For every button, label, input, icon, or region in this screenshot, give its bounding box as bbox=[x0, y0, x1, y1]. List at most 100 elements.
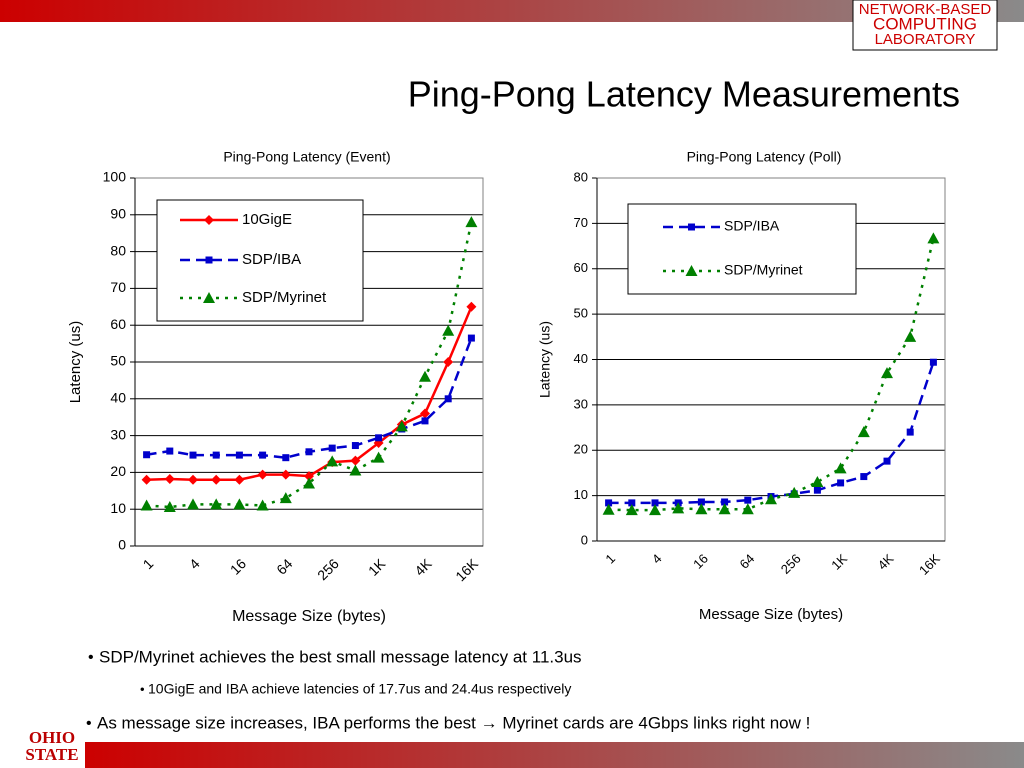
bottom-bar bbox=[85, 742, 1024, 768]
marker bbox=[906, 428, 914, 436]
marker bbox=[256, 499, 269, 511]
marker bbox=[375, 434, 383, 442]
marker bbox=[419, 370, 431, 382]
legend-label: 10GigE bbox=[242, 211, 292, 228]
y-tick-label: 70 bbox=[110, 279, 126, 295]
marker bbox=[212, 451, 220, 459]
marker bbox=[628, 499, 636, 507]
marker bbox=[349, 464, 362, 476]
legend-label: SDP/Myrinet bbox=[724, 262, 803, 278]
y-tick-label: 0 bbox=[118, 537, 126, 553]
marker bbox=[210, 498, 223, 510]
x-tick-label: 16K bbox=[916, 551, 943, 578]
legend-marker bbox=[685, 265, 698, 276]
marker bbox=[744, 496, 752, 504]
marker bbox=[234, 474, 245, 485]
logo-text: LABORATORY bbox=[875, 31, 976, 48]
marker bbox=[188, 474, 198, 485]
y-tick-label: 10 bbox=[110, 500, 126, 516]
marker bbox=[467, 334, 475, 342]
marker bbox=[651, 499, 659, 507]
marker bbox=[395, 420, 408, 432]
marker bbox=[834, 462, 847, 474]
marker bbox=[718, 503, 731, 515]
marker bbox=[605, 499, 613, 507]
marker bbox=[303, 477, 315, 489]
x-tick-label: 1 bbox=[602, 551, 618, 567]
marker bbox=[741, 503, 754, 515]
marker bbox=[860, 473, 868, 481]
marker bbox=[166, 447, 174, 455]
x-tick-label: 256 bbox=[778, 551, 804, 577]
marker bbox=[904, 330, 917, 342]
series-line bbox=[146, 221, 473, 509]
y-tick-label: 50 bbox=[110, 353, 126, 369]
legend-marker bbox=[203, 292, 215, 303]
y-tick-label: 80 bbox=[110, 242, 126, 258]
marker bbox=[788, 486, 801, 498]
marker bbox=[372, 451, 385, 463]
y-axis-label: Latency (us) bbox=[67, 321, 84, 404]
marker bbox=[351, 442, 359, 450]
marker bbox=[721, 498, 729, 506]
y-tick-label: 0 bbox=[581, 532, 588, 547]
marker bbox=[280, 469, 291, 480]
y-tick-label: 60 bbox=[574, 260, 588, 275]
series-line bbox=[608, 361, 935, 505]
legend-marker bbox=[205, 256, 213, 264]
top-bar bbox=[0, 0, 1024, 22]
marker bbox=[257, 469, 268, 480]
x-tick-label: 16 bbox=[690, 551, 711, 572]
x-tick-label: 1K bbox=[365, 555, 389, 579]
marker bbox=[881, 367, 893, 379]
bullet-dot: • bbox=[140, 681, 145, 696]
marker bbox=[164, 474, 175, 485]
marker bbox=[235, 451, 243, 459]
marker bbox=[695, 503, 708, 515]
y-tick-label: 90 bbox=[110, 206, 126, 222]
marker bbox=[765, 493, 777, 505]
marker bbox=[837, 479, 845, 487]
y-tick-label: 40 bbox=[110, 390, 126, 406]
x-tick-label: 16 bbox=[227, 555, 249, 577]
marker bbox=[163, 500, 176, 512]
marker bbox=[466, 301, 477, 312]
y-tick-label: 100 bbox=[103, 169, 127, 185]
legend-marker bbox=[688, 223, 695, 231]
bullet-dot: • bbox=[86, 715, 92, 732]
bullet: SDP/Myrinet achieves the best small mess… bbox=[99, 647, 582, 666]
marker bbox=[625, 504, 638, 516]
footer-logo: OHIO bbox=[29, 728, 75, 747]
x-tick-label: 4K bbox=[875, 551, 897, 573]
y-tick-label: 30 bbox=[110, 426, 126, 442]
legend-label: SDP/IBA bbox=[724, 218, 780, 234]
bullet: As message size increases, IBA performs … bbox=[97, 713, 810, 732]
marker bbox=[602, 503, 615, 515]
marker bbox=[465, 216, 478, 228]
marker bbox=[697, 498, 705, 506]
series-line bbox=[146, 337, 473, 459]
y-tick-label: 40 bbox=[574, 351, 588, 366]
y-tick-label: 70 bbox=[574, 215, 588, 230]
x-tick-label: 1K bbox=[828, 551, 850, 573]
chart-title: Ping-Pong Latency (Event) bbox=[223, 149, 390, 165]
logo-text: COMPUTING bbox=[873, 14, 977, 33]
x-axis-label: Message Size (bytes) bbox=[699, 606, 843, 623]
marker bbox=[211, 474, 222, 485]
legend-box bbox=[627, 203, 857, 295]
legend-marker bbox=[204, 215, 214, 225]
footer-logo: STATE bbox=[25, 745, 78, 764]
marker bbox=[259, 451, 267, 459]
marker bbox=[143, 451, 151, 459]
y-tick-label: 10 bbox=[574, 487, 588, 502]
x-tick-label: 64 bbox=[737, 551, 758, 572]
y-tick-label: 20 bbox=[110, 463, 126, 479]
marker bbox=[189, 451, 197, 459]
marker bbox=[443, 357, 454, 367]
y-tick-label: 20 bbox=[574, 442, 588, 457]
y-tick-label: 50 bbox=[574, 306, 588, 321]
marker bbox=[649, 504, 661, 516]
marker bbox=[672, 502, 685, 514]
marker bbox=[304, 471, 314, 482]
